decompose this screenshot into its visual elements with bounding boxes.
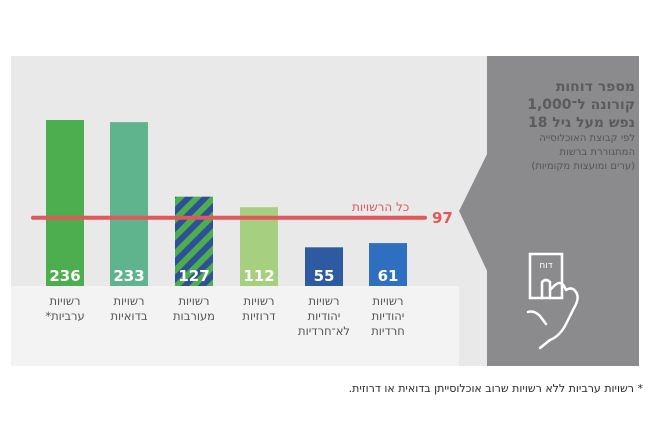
footnote: * רשויות ערביות ללא רשויות שרוב אוכלוסיי…: [348, 382, 643, 395]
category-label-line: חרדיות: [371, 324, 405, 338]
category-label-line: רשויות: [308, 294, 340, 308]
average-line-value: 97: [432, 208, 453, 227]
average-line-label: כל הרשויות: [352, 199, 410, 214]
title-panel: [459, 56, 639, 366]
bar-5: [369, 243, 407, 286]
bar-value-label-2: 127: [178, 267, 209, 285]
category-label-line: בדואיות: [110, 309, 148, 323]
bar-value-label-0: 236: [49, 267, 80, 285]
bar-1: [110, 122, 148, 286]
category-label-line: לא־חרדיות: [298, 324, 350, 338]
chart-subtitle-line-2: המתגוררת ברשות: [559, 147, 635, 158]
category-label-0: רשויות ערביות*: [33, 294, 97, 324]
chart-title-block: מספר דוחות קורונה ל־1,000 נפש מעל גיל 18…: [475, 78, 635, 174]
category-label-line: דרוזיות: [242, 309, 276, 323]
category-label-band: [11, 286, 487, 366]
report-icon-text: דוח: [539, 261, 552, 271]
chart-title-line-2: קורונה ל־1,000: [527, 97, 635, 113]
category-label-line: יהודיות: [307, 309, 341, 323]
category-label-line: רשויות: [243, 294, 275, 308]
bar-0: [46, 120, 84, 286]
bar-2: [175, 196, 213, 286]
report-hand-icon: דוח: [526, 252, 579, 350]
category-label-1: רשויות בדואיות: [97, 294, 161, 324]
chart-subtitle-line-1: לפי קבוצת האוכלוסייה: [539, 133, 635, 144]
category-label-line: ערביות*: [45, 309, 85, 323]
bar-value-label-5: 61: [378, 267, 399, 285]
category-label-3: רשויות דרוזיות: [227, 294, 291, 324]
title-panel-background: [459, 56, 639, 366]
category-label-line: רשויות: [372, 294, 404, 308]
chart-title-line-3: נפש מעל גיל 18: [527, 115, 635, 131]
bar-value-label-4: 55: [314, 267, 335, 285]
category-label-line: יהודיות: [371, 309, 405, 323]
bar-value-label-1: 233: [113, 267, 144, 285]
category-label-line: רשויות: [178, 294, 210, 308]
category-label-line: רשויות: [49, 294, 81, 308]
bar-3: [240, 207, 278, 286]
category-label-line: רשויות: [113, 294, 145, 308]
bar-value-label-3: 112: [243, 267, 274, 285]
bar-4: [305, 247, 343, 286]
chart-subtitle-line-3: (ערים ומועצות מקומיות): [531, 161, 635, 172]
chart-title-line-1: מספר דוחות: [555, 79, 635, 95]
category-label-4: רשויות יהודיות לא־חרדיות: [292, 294, 356, 339]
category-label-2: רשויות מעורבות: [162, 294, 226, 324]
category-label-5: רשויות יהודיות חרדיות: [356, 294, 420, 339]
category-label-line: מעורבות: [173, 309, 215, 323]
